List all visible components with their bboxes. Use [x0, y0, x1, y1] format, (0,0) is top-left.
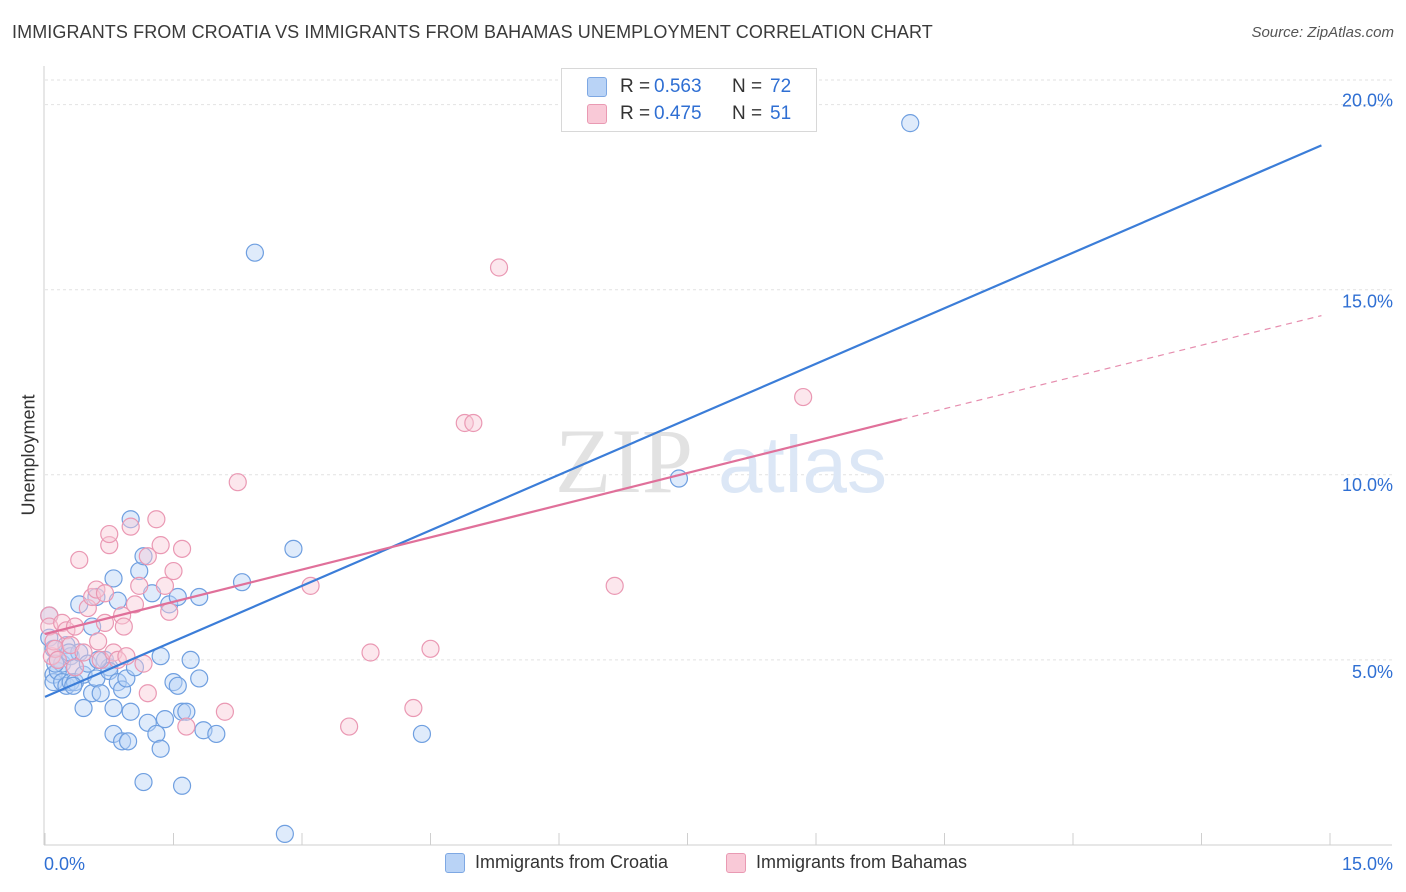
- bahamas-point: [361, 643, 380, 662]
- croatia-r-value: 0.563: [654, 76, 702, 97]
- bahamas-point: [421, 639, 440, 658]
- croatia-point: [134, 547, 153, 566]
- y-tick-label: 20.0%: [1342, 91, 1393, 111]
- croatia-point: [112, 680, 132, 699]
- chart-source: Source: ZipAtlas.com: [1251, 24, 1394, 41]
- bahamas-point: [48, 650, 67, 670]
- bahamas-point: [78, 598, 97, 618]
- x-tick-label: 0.0%: [44, 854, 85, 874]
- legend-item-croatia[interactable]: Immigrants from Croatia: [445, 852, 668, 873]
- croatia-point: [74, 698, 93, 718]
- bahamas-point: [464, 413, 483, 433]
- croatia-n-label: N =: [732, 76, 763, 97]
- gridlines: [45, 79, 1392, 661]
- bahamas-trend-line: [44, 418, 902, 636]
- croatia-point: [412, 724, 432, 744]
- croatia-point: [134, 772, 153, 792]
- croatia-point: [121, 510, 140, 529]
- croatia-point: [155, 710, 175, 729]
- legend-croatia-swatch: [445, 852, 465, 873]
- bahamas-point: [489, 258, 509, 277]
- trend-lines: [44, 144, 1322, 698]
- bahamas-point: [100, 524, 119, 544]
- x-tick-labels: 0.0% 15.0%: [44, 854, 1393, 874]
- bahamas-point: [605, 576, 624, 595]
- x-tick-label: 15.0%: [1342, 854, 1393, 874]
- legend-item-bahamas[interactable]: Immigrants from Bahamas: [726, 852, 967, 873]
- bahamas-point: [160, 602, 179, 621]
- croatia-trend-line: [44, 144, 1322, 698]
- bahamas-n-value: 51: [770, 103, 792, 124]
- croatia-point: [121, 702, 140, 721]
- croatia-point: [181, 650, 200, 670]
- y-tick-label: 15.0%: [1342, 292, 1393, 312]
- y-tick-label: 10.0%: [1342, 475, 1393, 495]
- croatia-n-value: 72: [770, 76, 792, 97]
- croatia-point: [130, 561, 149, 581]
- bahamas-point: [95, 584, 115, 603]
- croatia-point: [284, 539, 303, 558]
- bahamas-point: [172, 539, 192, 558]
- croatia-point: [177, 702, 196, 721]
- bahamas-point: [164, 561, 183, 581]
- bahamas-points: [40, 258, 813, 736]
- bahamas-point: [125, 595, 145, 614]
- bahamas-point: [46, 639, 65, 658]
- stats-legend: R = 0.563 N = 72 R = 0.475 N = 51: [561, 68, 817, 132]
- bahamas-point: [121, 517, 140, 536]
- bahamas-point: [138, 547, 157, 566]
- bahamas-point: [177, 717, 196, 736]
- bahamas-point: [147, 510, 166, 529]
- legend-bahamas-swatch: [726, 852, 746, 873]
- croatia-point: [151, 739, 170, 758]
- bahamas-point: [794, 387, 813, 407]
- legend-bahamas-label: Immigrants from Bahamas: [756, 852, 968, 872]
- bahamas-point: [138, 684, 157, 703]
- y-tick-labels: 5.0% 10.0% 15.0% 20.0%: [1342, 91, 1393, 682]
- croatia-point: [172, 702, 192, 721]
- croatia-point: [147, 724, 166, 744]
- y-tick-label: 5.0%: [1352, 662, 1393, 682]
- bahamas-swatch: [587, 104, 607, 124]
- bahamas-point: [70, 550, 89, 570]
- bahamas-point: [228, 473, 247, 492]
- croatia-point: [275, 824, 294, 843]
- legend-croatia-label: Immigrants from Croatia: [475, 852, 669, 872]
- croatia-point: [172, 776, 192, 795]
- croatia-point: [168, 676, 187, 695]
- axes: [43, 66, 1392, 846]
- croatia-point: [118, 732, 138, 751]
- croatia-point: [207, 724, 226, 744]
- bahamas-trend-extension: [901, 315, 1322, 420]
- bahamas-point: [215, 702, 234, 721]
- bahamas-point: [74, 643, 93, 662]
- croatia-point: [91, 684, 110, 703]
- bahamas-n-label: N =: [732, 103, 763, 124]
- bahamas-r-value: 0.475: [654, 103, 702, 124]
- croatia-points: [40, 114, 920, 843]
- croatia-swatch: [587, 77, 607, 97]
- croatia-point: [190, 669, 209, 688]
- croatia-point: [104, 698, 123, 718]
- croatia-point: [112, 732, 132, 751]
- bahamas-point: [130, 576, 149, 595]
- bahamas-point: [404, 698, 423, 718]
- bahamas-point: [65, 658, 85, 677]
- bahamas-point: [114, 617, 133, 636]
- bahamas-point: [155, 576, 175, 595]
- bahamas-point: [151, 536, 170, 555]
- bahamas-r-label: R =: [620, 103, 651, 124]
- bahamas-point: [340, 717, 359, 736]
- croatia-r-label: R =: [620, 76, 651, 97]
- croatia-point: [104, 569, 123, 588]
- croatia-point: [901, 114, 920, 133]
- croatia-point: [245, 243, 264, 262]
- watermark-atlas: atlas: [718, 420, 887, 509]
- chart-title: IMMIGRANTS FROM CROATIA VS IMMIGRANTS FR…: [12, 22, 933, 42]
- bahamas-point: [89, 632, 108, 651]
